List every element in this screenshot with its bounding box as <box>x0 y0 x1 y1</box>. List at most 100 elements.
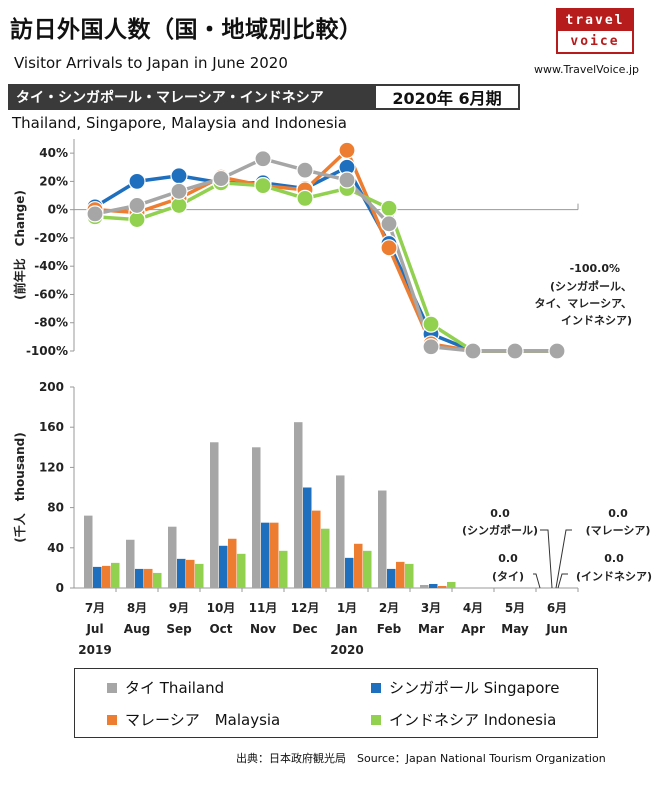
legend-swatch-malaysia <box>107 714 117 725</box>
legend-label-thailand: タイ Thailand <box>125 679 225 697</box>
line-point-thailand <box>254 150 272 168</box>
countries-jp-banner: タイ・シンガポール・マレーシア・インドネシア <box>8 84 374 110</box>
bar-annotation-label: (タイ) <box>492 570 524 583</box>
bar-indonesia <box>447 581 456 588</box>
bar-x-tick-label-jp: 8月 <box>127 601 147 615</box>
bar-year-label: 2019 <box>78 643 111 657</box>
bar-malaysia <box>312 510 321 588</box>
line-point-thailand <box>422 338 440 356</box>
bar-x-tick-label-jp: 12月 <box>291 601 320 615</box>
bar-indonesia <box>153 572 162 588</box>
legend-swatch-singapore <box>371 682 381 693</box>
bar-malaysia <box>396 561 405 588</box>
legend: タイ Thailand シンガポール Singapore マレーシア Malay… <box>74 668 598 738</box>
bar-thailand <box>294 422 303 588</box>
line-annotation-value: -100.0% <box>570 262 620 275</box>
bar-x-tick-label-en: Dec <box>292 622 317 636</box>
line-point-indonesia <box>296 189 314 207</box>
website-label: www.TravelVoice.jp <box>534 63 639 76</box>
bar-annotation-value: 0.0 <box>490 507 510 520</box>
bar-x-tick-label-en: May <box>501 622 529 636</box>
line-point-thailand <box>464 342 482 360</box>
line-y-tick-label: 20% <box>39 174 68 188</box>
bar-malaysia <box>354 543 363 588</box>
bar-thailand <box>420 584 429 588</box>
bar-malaysia <box>186 559 195 588</box>
line-y-tick-label: -100% <box>26 344 68 358</box>
bar-indonesia <box>195 563 204 588</box>
bar-indonesia <box>237 553 246 588</box>
line-chart-ylabel: (前年比 Change) <box>12 190 27 300</box>
legend-item-malaysia: マレーシア Malaysia <box>107 709 280 730</box>
chart-title: 訪日外国人数（国・地域別比較） <box>10 17 363 43</box>
line-point-thailand <box>170 182 188 200</box>
legend-item-thailand: タイ Thailand <box>107 677 224 698</box>
line-y-tick-label: -20% <box>34 231 68 245</box>
line-y-tick-label: 0% <box>48 203 68 217</box>
bar-thailand <box>84 515 93 588</box>
bar-annotation-label: (シンガポール) <box>462 523 538 537</box>
line-y-tick-label: -80% <box>34 316 68 330</box>
bar-malaysia <box>102 565 111 588</box>
bar-x-tick-label-jp: 7月 <box>85 601 105 615</box>
line-point-singapore <box>170 167 188 185</box>
bar-x-tick-label-en: Jan <box>335 622 357 636</box>
line-series-malaysia <box>94 148 557 353</box>
line-point-indonesia <box>254 177 272 195</box>
line-y-tick-label: -60% <box>34 287 68 301</box>
bar-x-tick-label-en: Apr <box>461 622 485 636</box>
bar-y-tick-label: 200 <box>39 380 64 394</box>
line-point-thailand <box>338 171 356 189</box>
bar-x-tick-label-jp: 4月 <box>463 601 483 615</box>
bar-annotation-value: 0.0 <box>498 552 518 565</box>
legend-item-indonesia: インドネシア Indonesia <box>371 709 556 730</box>
bar-x-tick-label-en: Jul <box>85 622 103 636</box>
bar-singapore <box>345 557 354 588</box>
bar-x-tick-label-en: Sep <box>166 622 192 636</box>
bar-x-tick-label-en: Mar <box>418 622 444 636</box>
bar-singapore <box>93 566 102 588</box>
logo-line-2: voice <box>558 31 632 52</box>
legend-swatch-thailand <box>107 682 117 693</box>
bar-y-tick-label: 120 <box>39 460 64 474</box>
bar-thailand <box>168 526 177 588</box>
bar-singapore <box>429 583 438 588</box>
line-point-indonesia <box>380 199 398 217</box>
bar-annotation-value: 0.0 <box>604 552 624 565</box>
line-annotation-line: (シンガポール、 <box>550 279 632 293</box>
leader-malaysia <box>555 529 572 589</box>
line-annotation-line: タイ、マレーシア、 <box>535 297 632 310</box>
bar-singapore <box>177 558 186 588</box>
bar-x-tick-label-jp: 11月 <box>249 601 278 615</box>
bar-malaysia <box>228 538 237 588</box>
bar-annotation-label: (マレーシア) <box>586 524 651 537</box>
bar-thailand <box>336 475 345 588</box>
logo-line-1: travel <box>565 13 625 28</box>
bar-malaysia <box>144 568 153 588</box>
bar-singapore <box>261 522 270 588</box>
line-point-thailand <box>212 169 230 188</box>
line-point-thailand <box>86 205 104 223</box>
bar-x-tick-label-jp: 9月 <box>169 601 189 615</box>
bar-singapore <box>219 545 228 588</box>
legend-label-indonesia: インドネシア Indonesia <box>389 711 557 729</box>
line-point-singapore <box>128 172 146 190</box>
line-annotation-line: インドネシア) <box>561 314 632 327</box>
bar-x-tick-label-jp: 5月 <box>505 601 525 615</box>
bar-x-tick-label-jp: 3月 <box>421 601 441 615</box>
leader-thailand <box>533 573 541 589</box>
bar-annotation-value: 0.0 <box>608 507 628 520</box>
line-y-tick-label: -40% <box>34 259 68 273</box>
bar-thailand <box>210 442 219 588</box>
bar-thailand <box>126 539 135 588</box>
travelvoice-logo: travel voice <box>556 8 634 54</box>
bar-indonesia <box>111 562 120 588</box>
line-point-thailand <box>128 196 146 215</box>
bar-thailand <box>252 447 261 588</box>
bar-malaysia <box>438 585 447 588</box>
bar-y-tick-label: 80 <box>47 501 64 515</box>
bar-year-label: 2020 <box>330 643 363 657</box>
bar-singapore <box>303 487 312 588</box>
bar-y-tick-label: 40 <box>47 541 64 555</box>
